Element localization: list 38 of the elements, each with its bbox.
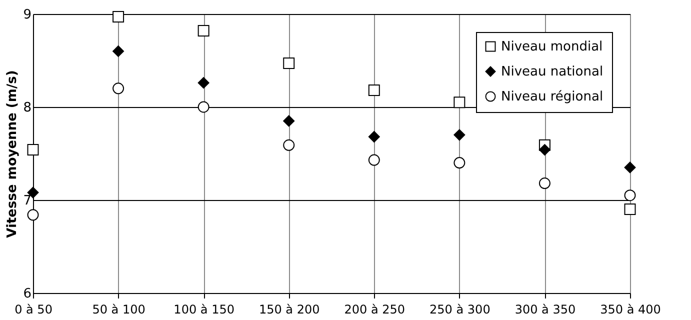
point [283,115,295,127]
legend-label: Niveau national [501,64,604,80]
point [198,101,210,113]
x-tick-label: 50 à 100 [92,302,146,316]
point [538,178,550,189]
x-tick-label: 150 à 200 [258,302,320,316]
point [112,45,124,57]
y-tick-label: 8 [23,100,32,116]
x-tick-label: 300 à 350 [514,302,576,316]
point [538,144,550,156]
point [454,129,466,141]
point [283,58,295,70]
point [27,144,39,156]
x-tick-label: 250 à 300 [430,302,490,316]
y-tick-label: 9 [23,8,32,22]
point [454,96,466,108]
point [624,190,636,202]
point [368,131,380,143]
y-tick-label: 7 [23,194,32,208]
legend-label: Niveau régional [501,90,604,104]
y-axis-title: Vitesse moyenne (m/s) [5,70,20,238]
point [112,82,124,94]
point [198,77,210,89]
point [454,157,466,169]
x-tick-label: 100 à 150 [174,302,234,316]
point [368,154,380,166]
x-tick-label: 350 à 400 [600,302,661,316]
point [198,24,210,36]
y-tick-label: 6 [23,286,32,302]
point [368,84,380,96]
x-tick-label: 0 à 50 [14,302,52,316]
point [283,139,295,151]
legend-label: Niveau mondial [501,40,603,54]
x-tick-label: 200 à 250 [344,302,406,316]
point [112,11,124,23]
point [624,204,636,216]
point [624,162,636,174]
point [27,209,39,221]
